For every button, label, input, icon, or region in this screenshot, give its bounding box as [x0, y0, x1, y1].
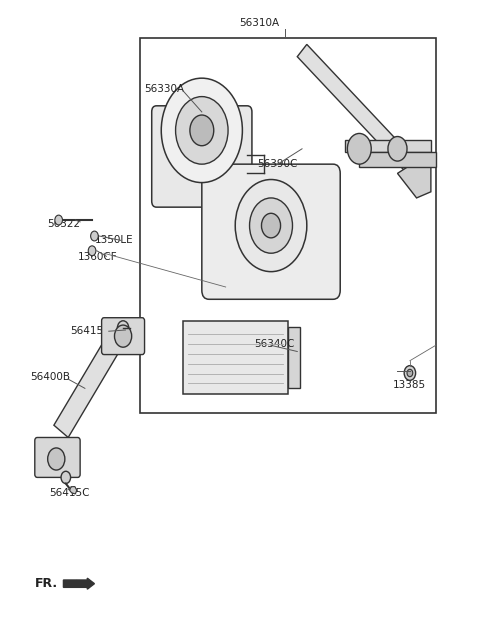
FancyBboxPatch shape: [35, 437, 80, 478]
FancyBboxPatch shape: [102, 318, 144, 355]
Polygon shape: [397, 161, 431, 198]
Text: 56340C: 56340C: [254, 339, 295, 349]
Circle shape: [55, 215, 62, 225]
Text: 56322: 56322: [47, 219, 80, 229]
Circle shape: [91, 231, 98, 241]
FancyArrow shape: [63, 578, 95, 589]
Polygon shape: [54, 321, 130, 437]
Polygon shape: [297, 44, 417, 173]
Circle shape: [404, 366, 416, 380]
Text: 56400B: 56400B: [30, 372, 70, 383]
FancyBboxPatch shape: [202, 164, 340, 299]
Polygon shape: [70, 487, 77, 494]
Circle shape: [48, 448, 65, 470]
Text: 1350LE: 1350LE: [95, 234, 133, 245]
Text: 13385: 13385: [393, 380, 426, 391]
Text: FR.: FR.: [35, 577, 58, 590]
Text: 56310A: 56310A: [239, 18, 279, 28]
Circle shape: [190, 115, 214, 146]
Bar: [140, 38, 436, 413]
Circle shape: [250, 198, 292, 253]
Circle shape: [407, 370, 413, 377]
Circle shape: [388, 136, 407, 161]
Polygon shape: [345, 139, 431, 152]
Bar: [288, 327, 300, 388]
Text: 56330A: 56330A: [144, 84, 185, 94]
Circle shape: [161, 78, 242, 183]
Circle shape: [88, 246, 96, 255]
Circle shape: [176, 97, 228, 164]
Text: 56415B: 56415B: [71, 326, 111, 336]
Circle shape: [61, 471, 71, 484]
Text: 56390C: 56390C: [257, 159, 297, 169]
Polygon shape: [360, 152, 436, 167]
Text: 56415C: 56415C: [49, 488, 90, 498]
Circle shape: [115, 325, 132, 347]
FancyBboxPatch shape: [152, 106, 252, 207]
Circle shape: [235, 180, 307, 271]
Circle shape: [117, 321, 129, 336]
Circle shape: [348, 133, 371, 164]
Circle shape: [262, 213, 281, 238]
Bar: [183, 321, 288, 394]
Text: 1360CF: 1360CF: [78, 252, 118, 262]
